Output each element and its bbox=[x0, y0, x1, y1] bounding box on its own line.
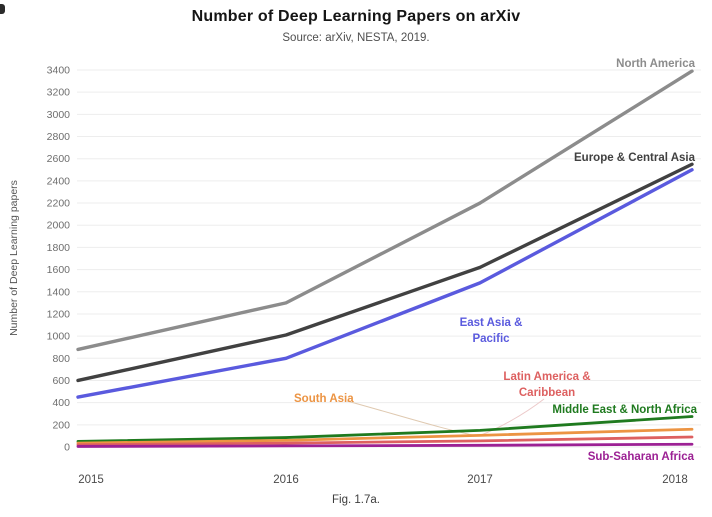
y-tick-label: 1000 bbox=[47, 331, 71, 343]
series-label-latin-america-caribbean: Latin America & bbox=[503, 371, 590, 383]
y-tick-label: 1600 bbox=[47, 264, 71, 276]
series-label-sub-saharan-africa: Sub-Saharan Africa bbox=[588, 451, 695, 463]
series-label-north-america: North America bbox=[616, 58, 695, 70]
series-line-europe-central-asia bbox=[76, 162, 694, 383]
figure-caption: Fig. 1.7a. bbox=[332, 494, 380, 506]
y-tick-label: 800 bbox=[52, 353, 70, 365]
y-tick-label: 1800 bbox=[47, 242, 71, 254]
series-label-east-asia-pacific: Pacific bbox=[472, 333, 510, 345]
y-tick-label: 1200 bbox=[47, 308, 71, 320]
x-tick-label: 2016 bbox=[273, 474, 299, 486]
series-line-south-asia bbox=[76, 427, 694, 445]
x-tick-label: 2015 bbox=[78, 474, 104, 486]
y-tick-label: 400 bbox=[52, 397, 70, 409]
y-tick-label: 2000 bbox=[47, 220, 71, 232]
y-tick-label: 200 bbox=[52, 419, 70, 431]
y-tick-label: 3200 bbox=[47, 87, 71, 99]
series-label-europe-central-asia: Europe & Central Asia bbox=[574, 152, 696, 164]
y-tick-label: 2400 bbox=[47, 175, 71, 187]
x-tick-label: 2018 bbox=[662, 474, 688, 486]
series-line-middle-east-north-africa bbox=[76, 415, 694, 443]
x-tick-label: 2017 bbox=[467, 474, 493, 486]
series-line-north-america bbox=[76, 69, 694, 352]
y-tick-label: 3400 bbox=[47, 65, 71, 77]
chart-title: Number of Deep Learning Papers on arXiv bbox=[191, 8, 521, 25]
y-tick-label: 2800 bbox=[47, 131, 71, 143]
y-tick-label: 3000 bbox=[47, 109, 71, 121]
series-label-south-asia: South Asia bbox=[294, 393, 354, 405]
series-label-latin-america-caribbean: Caribbean bbox=[519, 387, 575, 399]
label-leader-line bbox=[346, 400, 479, 437]
scan-artifact bbox=[0, 4, 5, 14]
y-tick-label: 2600 bbox=[47, 153, 71, 165]
series-line-latin-america-caribbean bbox=[76, 435, 694, 447]
y-tick-label: 1400 bbox=[47, 286, 71, 298]
series-line-sub-saharan-africa bbox=[76, 442, 694, 448]
y-tick-label: 0 bbox=[64, 442, 70, 454]
label-leader-line bbox=[480, 398, 545, 436]
y-axis-title: Number of Deep Learning papers bbox=[8, 180, 20, 336]
y-tick-label: 600 bbox=[52, 375, 70, 387]
series-label-middle-east-north-africa: Middle East & North Africa bbox=[552, 404, 697, 416]
chart-subtitle: Source: arXiv, NESTA, 2019. bbox=[282, 32, 430, 44]
y-tick-label: 2200 bbox=[47, 198, 71, 210]
series-line-east-asia-pacific bbox=[76, 168, 694, 399]
series-label-east-asia-pacific: East Asia & bbox=[460, 317, 523, 329]
